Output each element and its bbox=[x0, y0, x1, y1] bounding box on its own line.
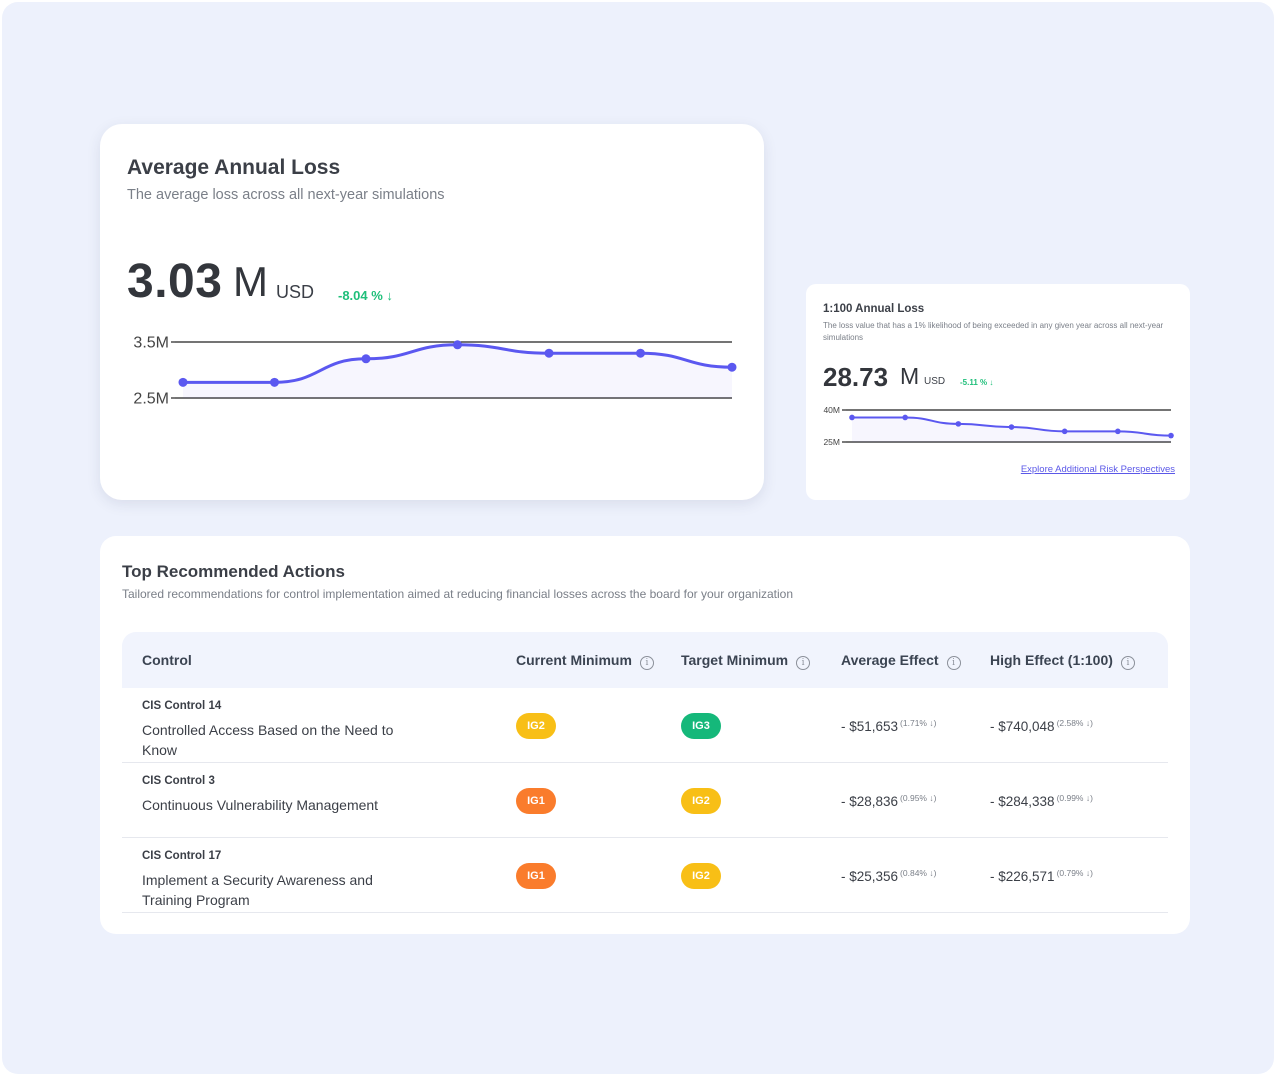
target-minimum-badge: IG2 bbox=[681, 863, 721, 889]
current-minimum-badge: IG1 bbox=[516, 788, 556, 814]
high-effect-percent: (2.58% ↓) bbox=[1056, 718, 1093, 728]
table-row[interactable]: CIS Control 3 Continuous Vulnerability M… bbox=[122, 763, 1168, 838]
data-point bbox=[636, 348, 645, 358]
annual-loss-1-100-card: 1:100 Annual Loss The loss value that ha… bbox=[806, 284, 1190, 500]
data-point bbox=[270, 377, 279, 387]
column-header-high-effect: High Effect (1:100) i bbox=[990, 652, 1135, 670]
data-point bbox=[1008, 424, 1015, 430]
y-tick-label: 2.5M bbox=[133, 391, 169, 408]
control-name: Continuous Vulnerability Management bbox=[142, 797, 379, 813]
column-header-control: Control bbox=[142, 652, 192, 668]
data-point bbox=[902, 414, 908, 421]
info-icon[interactable]: i bbox=[946, 656, 961, 670]
info-icon[interactable]: i bbox=[796, 656, 811, 670]
column-header-average-effect: Average Effect i bbox=[841, 652, 961, 670]
y-tick-label: 3.5M bbox=[133, 335, 169, 352]
loss-delta: -5.11 % ↓ bbox=[960, 378, 994, 387]
average-effect-percent: (1.71% ↓) bbox=[900, 718, 937, 728]
target-minimum-badge: IG3 bbox=[681, 713, 721, 739]
control-name: Controlled Access Based on the Need to K… bbox=[142, 722, 394, 758]
card-title: Average Annual Loss bbox=[127, 156, 341, 179]
y-tick-label: 25M bbox=[823, 437, 840, 447]
high-effect: - $284,338 (0.99% ↓) bbox=[990, 793, 1093, 809]
table-header: Control Current Minimum i Target Minimum i… bbox=[122, 632, 1168, 688]
card-subtitle: Tailored recommendations for control imp… bbox=[122, 587, 794, 601]
recommended-actions-table: Control Current Minimum i Target Minimum i… bbox=[122, 632, 1168, 913]
control-id: CIS Control 14 bbox=[142, 700, 222, 712]
high-effect: - $226,571 (0.79% ↓) bbox=[990, 868, 1093, 884]
average-annual-loss-card: Average Annual Loss The average loss acr… bbox=[100, 124, 764, 500]
card-subtitle: The average loss across all next-year si… bbox=[127, 187, 445, 203]
control-name: Implement a Security Awareness and Train… bbox=[142, 872, 373, 908]
table-row[interactable]: CIS Control 17 Implement a Security Awar… bbox=[122, 838, 1168, 913]
card-subtitle: The loss value that has a 1% likelihood … bbox=[823, 321, 1164, 342]
column-header-target-minimum: Target Minimum i bbox=[681, 652, 811, 670]
data-point bbox=[453, 340, 462, 350]
info-icon[interactable]: i bbox=[639, 656, 654, 670]
data-point bbox=[1115, 428, 1121, 435]
high-effect-percent: (0.79% ↓) bbox=[1056, 868, 1093, 878]
data-point bbox=[955, 421, 962, 427]
average-annual-loss-chart: 3.5M 2.5M bbox=[133, 335, 737, 408]
high-effect-percent: (0.99% ↓) bbox=[1056, 793, 1093, 803]
recommended-actions-card: Top Recommended Actions Tailored recomme… bbox=[100, 536, 1190, 934]
series-area bbox=[183, 344, 732, 398]
average-effect: - $25,356 (0.84% ↓) bbox=[841, 868, 937, 884]
average-effect-percent: (0.84% ↓) bbox=[900, 868, 937, 878]
loss-unit: M bbox=[900, 363, 920, 389]
info-icon[interactable]: i bbox=[1120, 656, 1135, 670]
data-point bbox=[1061, 428, 1068, 435]
average-effect: - $28,836 (0.95% ↓) bbox=[841, 793, 937, 809]
target-minimum-badge: IG2 bbox=[681, 788, 721, 814]
loss-unit: M bbox=[233, 258, 268, 305]
control-id: CIS Control 17 bbox=[142, 850, 222, 862]
current-minimum-badge: IG2 bbox=[516, 713, 556, 739]
explore-risk-perspectives-link[interactable]: Explore Additional Risk Perspectives bbox=[1020, 464, 1175, 475]
data-point bbox=[849, 414, 855, 421]
data-point bbox=[727, 362, 737, 372]
high-effect: - $740,048 (2.58% ↓) bbox=[990, 718, 1093, 734]
card-title: 1:100 Annual Loss bbox=[823, 303, 925, 315]
loss-value: 3.03 bbox=[127, 255, 223, 308]
data-point bbox=[361, 354, 371, 364]
data-point bbox=[544, 348, 554, 358]
loss-value: 28.73 bbox=[823, 362, 889, 392]
loss-currency: USD bbox=[276, 282, 315, 302]
table-row[interactable]: CIS Control 14 Controlled Access Based o… bbox=[122, 688, 1168, 763]
data-point bbox=[1168, 432, 1174, 439]
control-id: CIS Control 3 bbox=[142, 775, 215, 787]
average-effect-percent: (0.95% ↓) bbox=[900, 793, 937, 803]
current-minimum-badge: IG1 bbox=[516, 863, 556, 889]
loss-delta: -8.04 % ↓ bbox=[338, 288, 393, 303]
card-title: Top Recommended Actions bbox=[122, 562, 345, 581]
loss-currency: USD bbox=[924, 376, 946, 387]
annual-loss-1-100-chart: 40M 25M bbox=[823, 405, 1174, 447]
column-header-current-minimum: Current Minimum i bbox=[516, 652, 654, 670]
y-tick-label: 40M bbox=[823, 405, 840, 415]
average-effect: - $51,653 (1.71% ↓) bbox=[841, 718, 937, 734]
data-point bbox=[178, 377, 188, 387]
